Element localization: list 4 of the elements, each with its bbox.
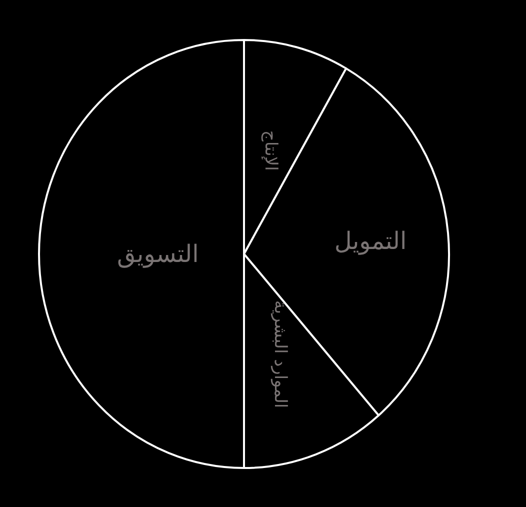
slice-label: التسويق	[117, 240, 199, 268]
slice-label: الإنتاج	[260, 130, 280, 171]
slice-label: الموارد البشرية	[270, 300, 290, 408]
slice-label: التمويل	[334, 227, 407, 256]
